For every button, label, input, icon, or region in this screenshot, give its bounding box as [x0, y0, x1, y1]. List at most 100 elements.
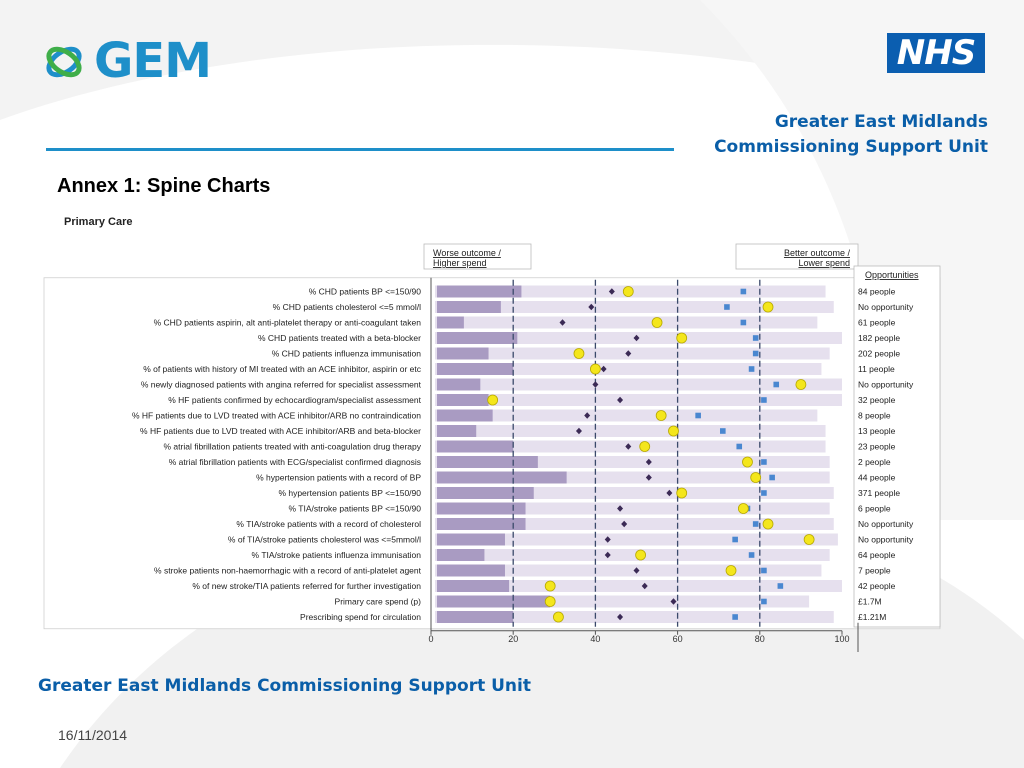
practice-bar	[437, 502, 526, 515]
circle-marker	[487, 394, 499, 406]
org-name-line2: Commissioning Support Unit	[714, 137, 988, 157]
footer-org-name: Greater East Midlands Commissioning Supp…	[38, 676, 531, 696]
section-label: Primary Care	[64, 216, 133, 228]
opportunity-value: 11 people	[858, 364, 895, 374]
diamond-marker	[617, 613, 624, 621]
practice-bar	[437, 409, 493, 422]
legend-better-line2: Lower spend	[798, 258, 850, 268]
opportunity-value: 61 people	[858, 318, 896, 328]
square-marker	[724, 304, 730, 310]
practice-bar	[437, 394, 489, 406]
practice-bar	[437, 301, 501, 313]
diamond-marker	[641, 582, 648, 590]
practice-bar	[437, 487, 534, 499]
practice-bar	[437, 533, 505, 546]
header-rule	[46, 148, 674, 151]
opportunity-value: No opportunity	[858, 380, 914, 390]
diamond-marker	[645, 474, 652, 481]
diamond-marker	[592, 381, 599, 388]
spine-range-bar	[435, 425, 826, 437]
spine-range-bar	[435, 564, 822, 577]
square-marker	[761, 397, 767, 403]
gem-wordmark: GEM	[94, 33, 212, 89]
circle-marker	[639, 441, 651, 452]
opportunity-value: 64 people	[858, 550, 896, 560]
spine-range-bar	[435, 502, 830, 515]
opportunities-box	[853, 265, 941, 628]
opportunities-header: Opportunities	[865, 270, 919, 280]
spine-range-bar	[435, 611, 834, 623]
circle-marker	[803, 534, 815, 545]
opportunity-value: 6 people	[858, 504, 891, 514]
opportunity-value: 84 people	[858, 287, 896, 297]
spine-range-bar	[435, 394, 842, 406]
diamond-marker	[670, 598, 677, 605]
spine-range-bar	[435, 549, 830, 561]
practice-bar	[437, 363, 514, 375]
legend-worse-line2: Higher spend	[433, 258, 487, 268]
opportunity-value: 182 people	[858, 333, 900, 343]
square-marker	[740, 288, 747, 295]
spine-range-bar	[435, 378, 842, 391]
diamond-marker	[604, 551, 611, 559]
diamond-marker	[633, 334, 640, 342]
row-label: % TIA/stroke patients influenza immunisa…	[252, 550, 422, 560]
diamond-marker	[645, 458, 652, 466]
opportunity-value: £1.21M	[858, 612, 886, 622]
practice-bar	[437, 564, 505, 577]
circle-marker	[742, 456, 753, 468]
row-label: % CHD patients cholesterol <=5 mmol/l	[273, 302, 421, 312]
square-marker	[732, 536, 738, 543]
row-label: % hypertension patients with a record of…	[256, 473, 421, 483]
practice-bar	[437, 518, 526, 530]
practice-bar	[437, 285, 522, 298]
circle-marker	[544, 580, 556, 592]
row-label: % newly diagnosed patients with angina r…	[141, 380, 422, 390]
square-marker	[752, 350, 759, 357]
row-label: % HF patients due to LVD treated with AC…	[132, 411, 421, 421]
square-marker	[748, 552, 755, 558]
practice-bar	[437, 580, 510, 592]
circle-marker	[750, 472, 762, 483]
circle-marker	[737, 503, 749, 514]
diamond-marker	[600, 365, 607, 373]
circle-marker	[762, 301, 774, 313]
x-tick-label: 100	[834, 634, 849, 644]
square-marker	[736, 443, 743, 450]
circle-marker	[668, 425, 679, 437]
square-marker	[720, 428, 726, 434]
opportunity-value: 371 people	[858, 488, 900, 498]
diamond-marker	[584, 412, 591, 419]
row-label: % atrial fibrillation patients with ECG/…	[169, 457, 421, 467]
x-tick-label: 60	[673, 634, 683, 644]
row-label: % CHD patients influenza immunisation	[272, 349, 422, 359]
opportunity-value: 32 people	[858, 395, 896, 405]
square-marker	[761, 567, 767, 574]
diamond-marker	[625, 443, 632, 450]
opportunity-value: £1.7M	[858, 597, 882, 607]
org-name-line1: Greater East Midlands	[774, 112, 988, 132]
row-label: Primary care spend (p)	[335, 597, 422, 607]
row-label: % TIA/stroke patients with a record of c…	[236, 519, 421, 529]
circle-marker	[795, 379, 807, 390]
circle-marker	[676, 487, 688, 499]
row-label: % CHD patients treated with a beta-block…	[258, 333, 421, 343]
circle-marker	[590, 363, 601, 375]
opportunity-value: 44 people	[858, 473, 896, 483]
row-label: % of new stroke/TIA patients referred fo…	[192, 581, 421, 591]
row-label: % hypertension patients BP <=150/90	[278, 488, 421, 498]
practice-bar	[437, 425, 477, 437]
spine-range-bar	[435, 487, 834, 499]
circle-marker	[553, 611, 564, 623]
diamond-marker	[625, 350, 632, 357]
square-marker	[761, 598, 767, 605]
opportunity-value: No opportunity	[858, 535, 914, 545]
square-marker	[752, 521, 759, 527]
x-tick-label: 40	[590, 634, 600, 644]
practice-bar	[437, 316, 464, 329]
square-marker	[777, 583, 784, 589]
circle-marker	[655, 410, 667, 421]
nhs-logo: NHS	[887, 33, 985, 73]
row-label: % CHD patients aspirin, alt anti-platele…	[154, 318, 422, 328]
opportunity-value: 7 people	[858, 566, 891, 576]
